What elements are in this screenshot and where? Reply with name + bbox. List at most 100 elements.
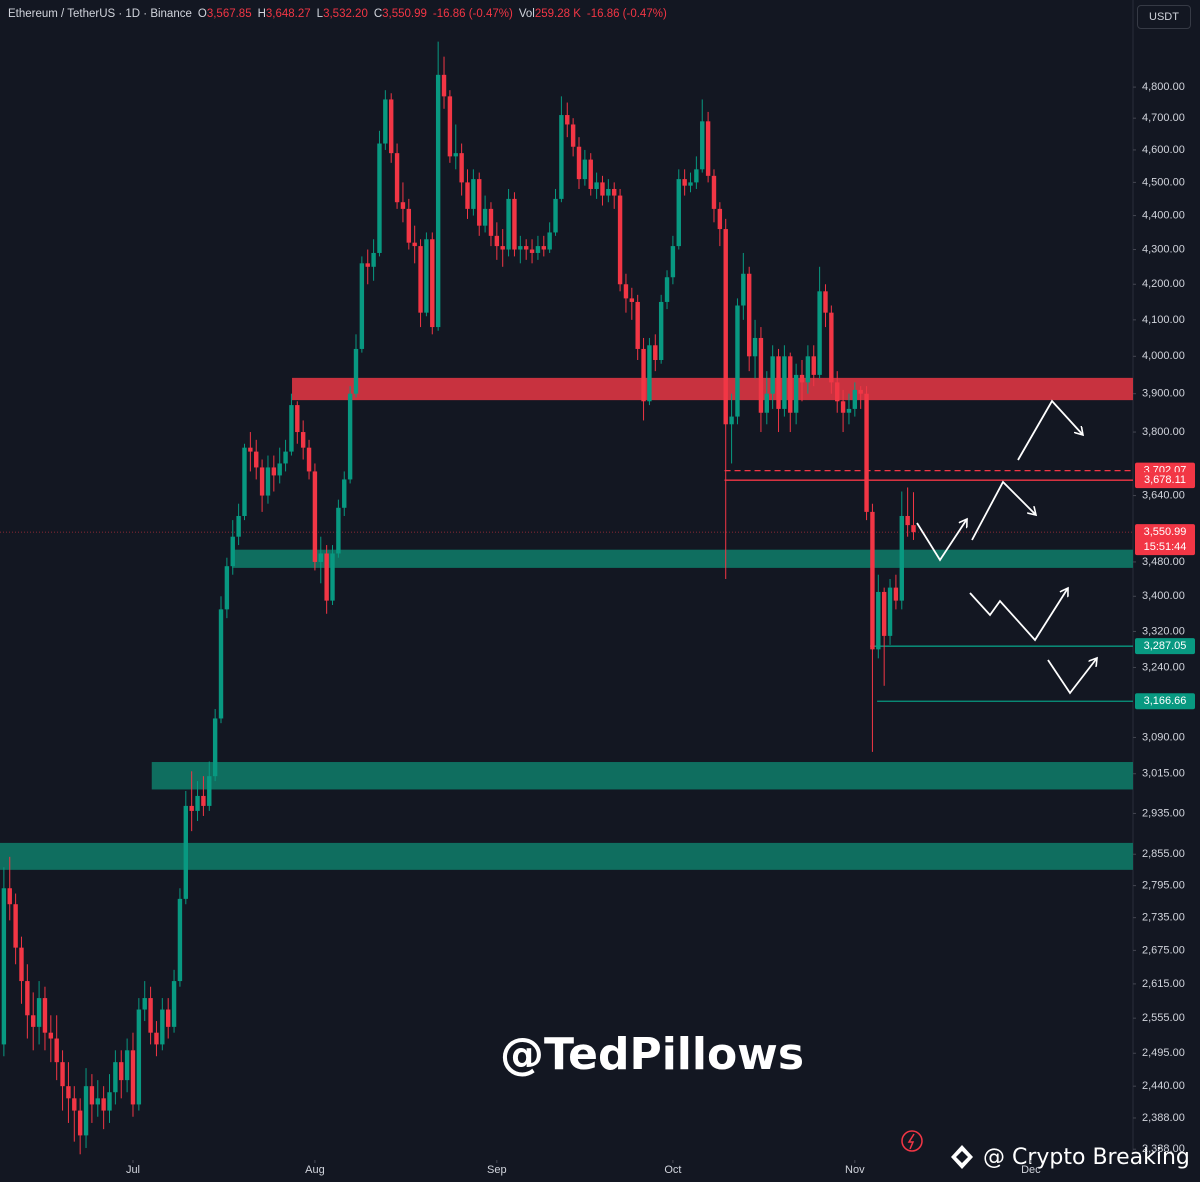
currency-button[interactable]: USDT <box>1137 5 1191 29</box>
candle-body <box>752 337 758 357</box>
x-tick-label: Jul <box>126 1164 140 1176</box>
candle-body <box>723 229 728 425</box>
candle-body <box>406 208 412 243</box>
y-tick-label: 2,935.00 <box>1142 807 1185 819</box>
candle-body <box>447 96 453 157</box>
candle-body <box>488 208 494 236</box>
candle-body <box>183 805 189 899</box>
candle-body <box>54 1038 59 1063</box>
candle-body <box>858 389 863 394</box>
candle-body <box>300 432 306 448</box>
candle-body <box>400 202 406 209</box>
ohlc-key: L <box>316 8 324 20</box>
candle-body <box>741 273 746 306</box>
candle-body <box>565 115 570 125</box>
symbol: Ethereum / TetherUS · 1D · Binance <box>8 8 192 20</box>
candle-body <box>107 1092 112 1111</box>
y-tick-label: 3,800.00 <box>1142 426 1185 438</box>
y-tick-label: 4,500.00 <box>1142 176 1185 188</box>
arrow <box>916 519 967 562</box>
candle-body <box>394 153 400 203</box>
candle-body <box>359 263 365 349</box>
candle-body <box>242 447 247 516</box>
candle-body <box>570 124 576 147</box>
y-tick-label: 3,015.00 <box>1142 768 1185 780</box>
candle-body <box>83 1086 89 1136</box>
watermark-handle: @TedPillows <box>500 1029 804 1080</box>
candle-body <box>271 467 277 476</box>
candle-body <box>218 609 224 719</box>
candle-body <box>500 246 505 250</box>
candle-body <box>688 182 693 186</box>
candle-body <box>600 182 605 196</box>
level-label-box <box>1135 472 1195 489</box>
y-tick-label: 3,640.00 <box>1142 489 1185 501</box>
candle-body <box>441 74 447 97</box>
current-price-label: 3,550.99 <box>1144 526 1187 538</box>
candle-body <box>658 301 664 361</box>
candle-body <box>576 146 582 180</box>
candle-body <box>635 301 640 349</box>
candle-body <box>60 1062 65 1087</box>
candle-body <box>881 591 887 636</box>
candle-body <box>641 348 646 402</box>
candle-body <box>330 553 335 601</box>
candle-body <box>553 198 558 233</box>
x-tick-label: Dec <box>1021 1164 1041 1176</box>
candle-body <box>770 356 775 394</box>
candle-body <box>846 408 852 413</box>
candle-body <box>700 121 705 170</box>
candle-body <box>506 198 511 250</box>
y-tick-label: 3,400.00 <box>1142 590 1185 602</box>
candle-body <box>899 515 904 601</box>
y-tick-label: 4,600.00 <box>1142 144 1185 156</box>
candle-body <box>471 179 476 209</box>
candle-body <box>664 277 670 302</box>
candle-body <box>582 159 588 180</box>
candle-body <box>377 143 382 253</box>
candle-body <box>424 239 429 313</box>
ohlc-value: 3,550.99 <box>382 8 427 20</box>
y-tick-label: 2,338.00 <box>1142 1143 1185 1155</box>
x-tick-label: Aug <box>305 1164 325 1176</box>
candle-body <box>840 401 846 413</box>
candle-body <box>594 182 599 189</box>
candle-body <box>799 374 805 383</box>
candle-body <box>48 1032 54 1039</box>
y-tick-label: 3,320.00 <box>1142 625 1185 637</box>
ohlc-key: O <box>197 8 207 20</box>
candle-body <box>160 1009 165 1045</box>
candle-body <box>887 587 893 636</box>
y-tick-label: 4,700.00 <box>1142 112 1185 124</box>
candle-body <box>136 1009 142 1105</box>
level-label-box <box>1135 638 1195 655</box>
zone <box>0 842 1133 870</box>
candle-body <box>905 515 910 526</box>
countdown-label: 15:51:44 <box>1144 541 1187 553</box>
ohlc-key: C <box>373 8 383 20</box>
candle-body <box>694 169 699 183</box>
candle-body <box>911 525 916 533</box>
candle-body <box>547 232 552 250</box>
change: -16.86 (-0.47%) <box>432 8 513 20</box>
candle-body <box>230 536 235 567</box>
candle-body <box>535 246 541 253</box>
candle-body <box>224 566 230 610</box>
candle-body <box>13 904 18 948</box>
candle-body <box>670 246 676 278</box>
candle-body <box>148 998 153 1033</box>
alert-icon[interactable] <box>901 1130 923 1152</box>
arrow <box>1017 399 1083 461</box>
candle-body <box>523 246 529 250</box>
y-tick-label: 2,440.00 <box>1142 1080 1185 1092</box>
candle-body <box>617 195 623 285</box>
candle-body <box>817 291 822 375</box>
current-price-box <box>1135 524 1195 556</box>
y-tick-label: 2,795.00 <box>1142 880 1185 892</box>
candle-body <box>177 898 183 982</box>
y-tick-label: 4,100.00 <box>1142 314 1185 326</box>
y-tick-label: 2,735.00 <box>1142 912 1185 924</box>
candle-body <box>324 553 329 601</box>
candle-body <box>482 208 488 226</box>
candle-body <box>72 1098 77 1111</box>
